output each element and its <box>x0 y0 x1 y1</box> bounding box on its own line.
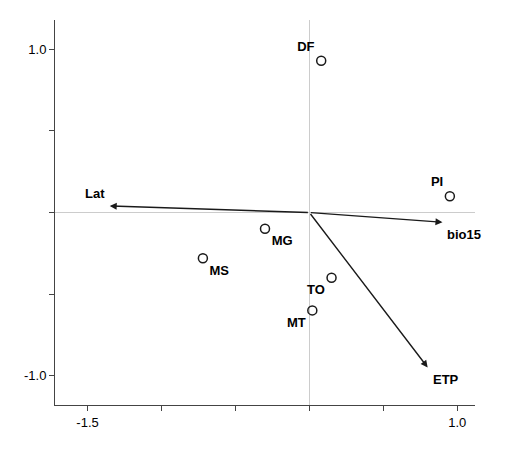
svg-text:DF: DF <box>297 39 314 54</box>
svg-text:Lat: Lat <box>85 186 105 201</box>
svg-text:bio15: bio15 <box>447 227 481 242</box>
svg-text:MG: MG <box>272 233 293 248</box>
svg-text:PI: PI <box>431 174 443 189</box>
svg-text:MS: MS <box>210 263 230 278</box>
svg-text:-1.0: -1.0 <box>24 368 46 383</box>
svg-text:1.0: 1.0 <box>28 42 46 57</box>
svg-text:-1.5: -1.5 <box>76 415 98 430</box>
svg-text:ETP: ETP <box>433 372 459 387</box>
svg-text:MT: MT <box>287 315 306 330</box>
svg-text:TO: TO <box>307 282 325 297</box>
svg-text:1.0: 1.0 <box>448 415 466 430</box>
